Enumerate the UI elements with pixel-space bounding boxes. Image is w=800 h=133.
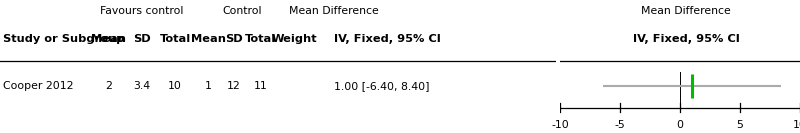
Text: Cooper 2012: Cooper 2012 [2,81,74,92]
Text: 3.4: 3.4 [134,81,150,92]
Text: IV, Fixed, 95% CI: IV, Fixed, 95% CI [633,34,739,44]
Text: Mean: Mean [91,34,126,44]
Text: 1: 1 [205,81,212,92]
Text: 10: 10 [793,120,800,130]
Text: 5: 5 [737,120,743,130]
Text: Mean Difference: Mean Difference [641,6,731,16]
Text: 0: 0 [677,120,683,130]
Text: SD: SD [225,34,242,44]
Text: 12: 12 [226,81,240,92]
Text: Favours control: Favours control [100,6,183,16]
Text: Total: Total [159,34,190,44]
Text: Mean: Mean [191,34,226,44]
Text: -5: -5 [614,120,626,130]
Text: SD: SD [133,34,150,44]
Text: -10: -10 [551,120,569,130]
Text: IV, Fixed, 95% CI: IV, Fixed, 95% CI [334,34,441,44]
Text: 10: 10 [168,81,182,92]
Text: 1.00 [-6.40, 8.40]: 1.00 [-6.40, 8.40] [334,81,429,92]
Text: Mean Difference: Mean Difference [289,6,378,16]
Text: 11: 11 [254,81,267,92]
Text: 2: 2 [105,81,112,92]
Text: Study or Subgroup: Study or Subgroup [2,34,124,44]
Text: Total: Total [245,34,276,44]
Text: Control: Control [222,6,262,16]
Text: Weight: Weight [272,34,318,44]
